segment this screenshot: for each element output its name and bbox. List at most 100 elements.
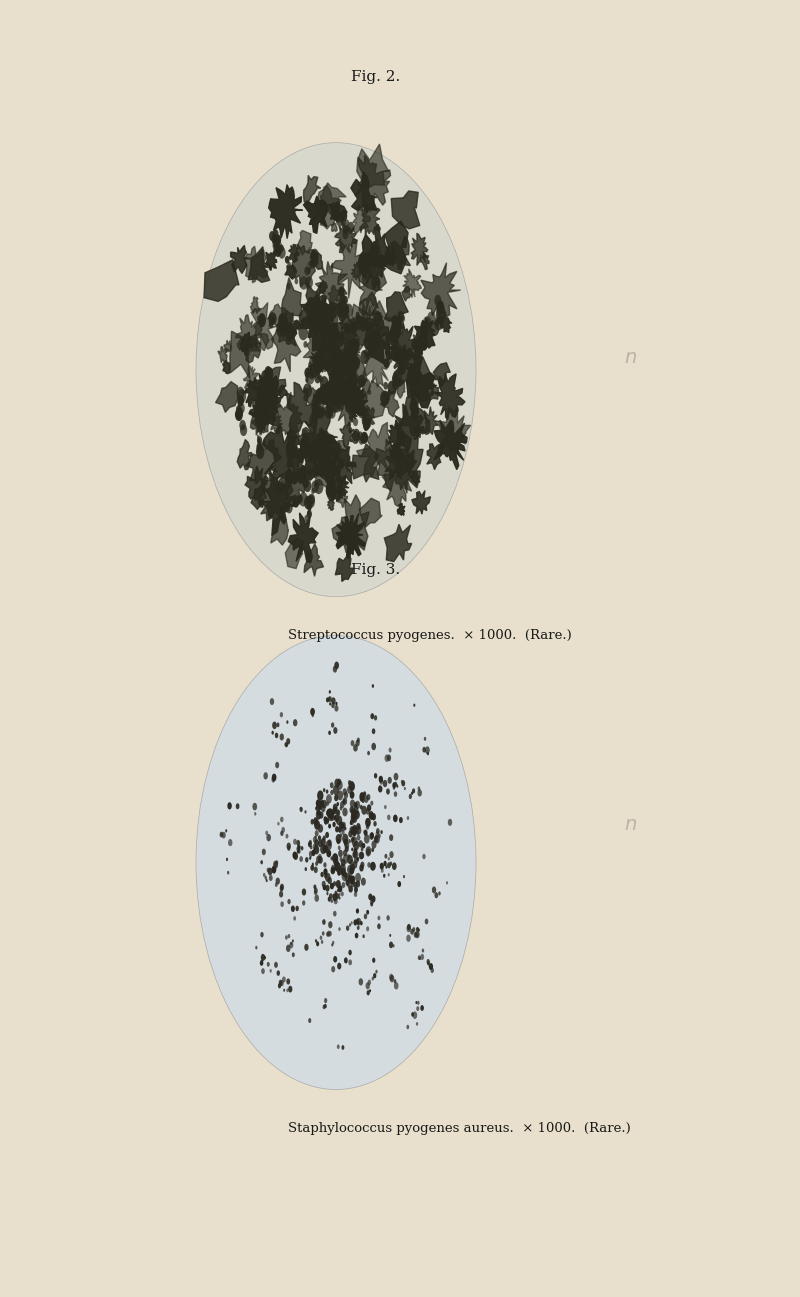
Circle shape — [325, 441, 333, 454]
Circle shape — [347, 393, 354, 405]
Circle shape — [258, 314, 266, 327]
Circle shape — [361, 843, 364, 848]
Circle shape — [366, 926, 370, 931]
Circle shape — [310, 319, 313, 324]
Circle shape — [353, 831, 356, 837]
Circle shape — [348, 384, 354, 393]
Circle shape — [350, 826, 354, 834]
Circle shape — [340, 294, 346, 303]
Circle shape — [337, 888, 339, 892]
Circle shape — [235, 409, 243, 422]
Circle shape — [371, 895, 375, 903]
Circle shape — [339, 857, 342, 861]
Circle shape — [342, 385, 350, 398]
Circle shape — [371, 743, 376, 750]
Circle shape — [273, 237, 282, 253]
Circle shape — [414, 389, 418, 397]
Polygon shape — [298, 231, 312, 256]
Circle shape — [311, 256, 318, 267]
Circle shape — [350, 864, 355, 872]
Circle shape — [287, 899, 290, 904]
Circle shape — [334, 859, 338, 866]
Circle shape — [296, 847, 299, 851]
Circle shape — [307, 468, 313, 476]
Circle shape — [322, 324, 327, 335]
Polygon shape — [327, 463, 340, 485]
Circle shape — [333, 894, 338, 901]
Circle shape — [228, 839, 233, 846]
Circle shape — [347, 399, 353, 407]
Circle shape — [344, 827, 346, 830]
Circle shape — [346, 368, 350, 375]
Circle shape — [348, 960, 352, 965]
Circle shape — [261, 968, 265, 974]
Circle shape — [275, 733, 278, 738]
Circle shape — [225, 829, 227, 833]
Circle shape — [331, 698, 336, 704]
Circle shape — [354, 920, 358, 926]
Circle shape — [350, 812, 357, 822]
Polygon shape — [287, 445, 303, 481]
Circle shape — [264, 956, 266, 960]
Circle shape — [327, 808, 334, 818]
Circle shape — [330, 813, 334, 821]
Circle shape — [257, 422, 264, 432]
Circle shape — [255, 946, 258, 949]
Polygon shape — [239, 332, 252, 355]
Circle shape — [238, 389, 246, 403]
Circle shape — [342, 392, 352, 407]
Circle shape — [412, 350, 419, 362]
Circle shape — [289, 495, 296, 507]
Circle shape — [286, 502, 289, 508]
Polygon shape — [215, 381, 238, 412]
Circle shape — [277, 722, 279, 728]
Circle shape — [360, 861, 365, 868]
Circle shape — [283, 475, 291, 489]
Circle shape — [258, 313, 266, 324]
Circle shape — [326, 468, 333, 480]
Circle shape — [355, 389, 359, 396]
Circle shape — [350, 869, 353, 874]
Circle shape — [326, 698, 329, 703]
Polygon shape — [336, 514, 366, 559]
Circle shape — [341, 859, 346, 866]
Circle shape — [238, 403, 245, 414]
Circle shape — [361, 878, 366, 886]
Circle shape — [321, 431, 330, 446]
Circle shape — [220, 831, 223, 838]
Circle shape — [346, 355, 350, 362]
Circle shape — [409, 794, 412, 799]
Circle shape — [313, 837, 318, 843]
Circle shape — [332, 459, 336, 467]
Polygon shape — [328, 322, 345, 359]
Circle shape — [394, 320, 398, 326]
Circle shape — [337, 211, 344, 223]
Circle shape — [336, 879, 341, 888]
Circle shape — [404, 787, 406, 790]
Circle shape — [355, 848, 358, 852]
Circle shape — [298, 846, 300, 850]
Polygon shape — [289, 244, 299, 262]
Circle shape — [416, 344, 421, 351]
Circle shape — [415, 931, 420, 938]
Polygon shape — [250, 297, 260, 314]
Circle shape — [344, 957, 348, 964]
Circle shape — [278, 983, 281, 988]
Polygon shape — [329, 202, 347, 222]
Circle shape — [334, 816, 336, 820]
Circle shape — [380, 390, 390, 406]
Circle shape — [385, 348, 390, 357]
Circle shape — [394, 782, 397, 786]
Circle shape — [378, 916, 380, 921]
Circle shape — [338, 301, 344, 311]
Circle shape — [303, 341, 307, 348]
Circle shape — [316, 811, 322, 820]
Circle shape — [354, 848, 357, 853]
Polygon shape — [304, 385, 316, 403]
Circle shape — [354, 315, 362, 331]
Circle shape — [322, 468, 326, 476]
Circle shape — [359, 864, 364, 872]
Circle shape — [279, 244, 284, 252]
Circle shape — [324, 468, 333, 481]
Circle shape — [292, 939, 294, 943]
